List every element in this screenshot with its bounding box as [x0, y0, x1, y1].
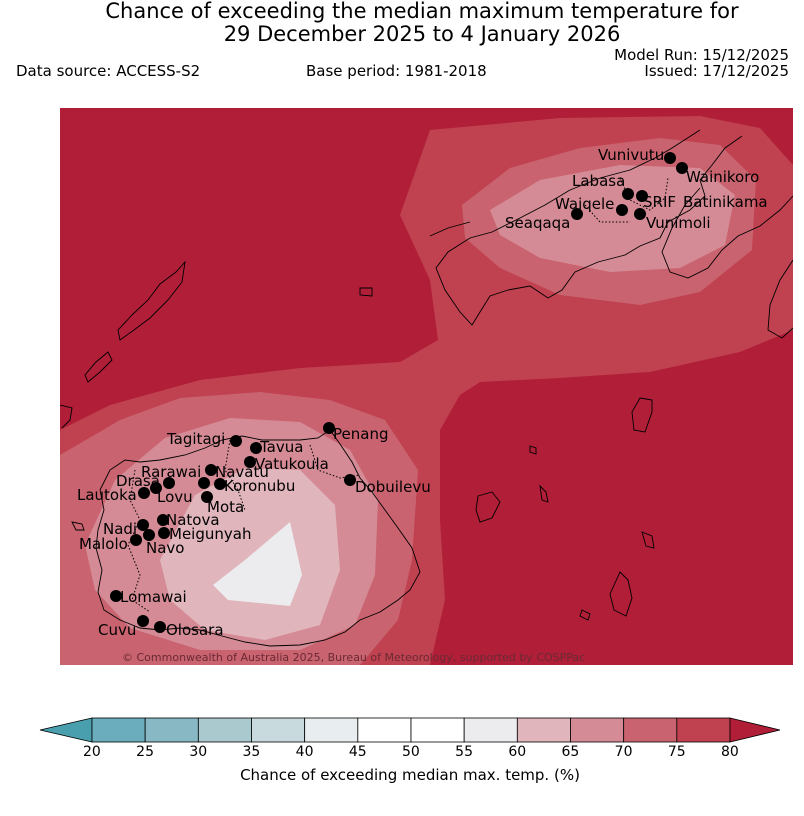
contour-55-60-south — [160, 468, 340, 640]
base-period: Base period: 1981-2018 — [306, 62, 487, 80]
station-dot-waiqele[interactable] — [616, 204, 628, 216]
station-dot-seaqaqa[interactable] — [571, 208, 583, 220]
data-source: Data source: ACCESS-S2 — [16, 62, 201, 80]
station-label: Vunivutu — [598, 146, 664, 164]
station-label: Meigunyah — [169, 525, 251, 543]
contour-45-55-core — [213, 522, 302, 606]
coastlines — [60, 129, 793, 647]
station-label: Dobuilevu — [355, 478, 431, 496]
station-dot-nadi[interactable] — [137, 519, 149, 531]
colorbar-segment — [676, 717, 731, 743]
station-label: Koronubu — [224, 477, 295, 495]
station-dot-dobuilevu[interactable] — [344, 474, 356, 486]
station-label: Mota — [207, 498, 244, 516]
station-label: Batinikama — [683, 193, 768, 211]
station-dot-meigunyah[interactable] — [158, 527, 170, 539]
colorbar-title: Chance of exceeding median max. temp. (%… — [240, 766, 580, 784]
colorbar-segment — [91, 717, 146, 743]
colorbar-under-arrow — [39, 717, 93, 743]
colorbar-segment — [463, 717, 518, 743]
station-labels: Vunivutu Wainikoro Labasa SRIF Batinikam… — [77, 146, 768, 639]
station-dot-navo[interactable] — [143, 529, 155, 541]
colorbar-segment — [623, 717, 678, 743]
station-label: Natova — [166, 511, 220, 529]
station-label: Nadi — [103, 520, 137, 538]
contour-60-65-north — [490, 165, 735, 272]
colorbar-tick-label: 65 — [561, 744, 580, 760]
station-label: Rarawai — [141, 463, 201, 481]
station-dot-malolo[interactable] — [130, 534, 142, 546]
station-dot-vatukoula[interactable] — [244, 456, 256, 468]
station-label: Tavua — [259, 438, 303, 456]
station-label: Lomawai — [120, 588, 187, 606]
colorbar-segment — [516, 717, 571, 743]
station-dot-lovu-a[interactable] — [150, 482, 162, 494]
station-dot-lautoka[interactable] — [138, 487, 150, 499]
station-dot-tagitagi[interactable] — [230, 435, 242, 447]
colorbar-segment — [304, 717, 359, 743]
station-dot-cuvu[interactable] — [137, 615, 149, 627]
station-label: Waiqele — [555, 195, 614, 213]
station-dot-navatu[interactable] — [205, 464, 217, 476]
station-label: Navatu — [215, 463, 269, 481]
colorbar-tick-label: 45 — [348, 744, 367, 760]
station-dot-drasa[interactable] — [163, 477, 175, 489]
station-label: Tagitagi — [166, 430, 225, 448]
colorbar-tick-label: 60 — [508, 744, 527, 760]
station-dot-vunivutu[interactable] — [664, 152, 676, 164]
copyright-notice: © Commonwealth of Australia 2025, Bureau… — [122, 651, 585, 664]
station-dot-srif[interactable] — [636, 190, 648, 202]
station-label: Wainikoro — [686, 168, 759, 186]
colorbar-over-arrow — [729, 717, 781, 743]
station-label: SRIF — [643, 193, 676, 211]
station-label: Penang — [333, 425, 388, 443]
colorbar-segment — [357, 717, 412, 743]
station-label: Drasa — [116, 472, 160, 490]
colorbar-tick-label: 55 — [455, 744, 473, 760]
station-dot-rarawai[interactable] — [198, 477, 210, 489]
station-dot-mota[interactable] — [201, 491, 213, 503]
station-dot-labasa[interactable] — [622, 188, 634, 200]
station-label: Labasa — [572, 172, 625, 190]
station-label: Seaqaqa — [505, 214, 570, 232]
station-label: Malolo — [79, 535, 128, 553]
station-label: Vunimoli — [646, 214, 711, 232]
map-title-line1: Chance of exceeding the median maximum t… — [105, 0, 739, 23]
station-label: Lautoka — [77, 486, 137, 504]
station-label: Navo — [146, 539, 184, 557]
station-label: Lovu — [157, 488, 193, 506]
colorbar-segment — [251, 717, 306, 743]
station-label: Vatukoula — [255, 455, 329, 473]
colorbar-tick-label: 80 — [721, 744, 739, 760]
station-dot-wainikoro[interactable] — [676, 162, 688, 174]
colorbar-tick-label: 70 — [614, 744, 633, 760]
station-dot-vunimoli[interactable] — [634, 208, 646, 220]
forecast-map: Vunivutu Wainikoro Labasa SRIF Batinikam… — [60, 108, 793, 665]
station-label: Olosara — [166, 621, 224, 639]
station-dot-natova[interactable] — [157, 514, 169, 526]
station-dot-koronubu[interactable] — [214, 478, 226, 490]
colorbar-tick-label: 20 — [83, 744, 101, 760]
station-dot-tavua[interactable] — [250, 442, 262, 454]
station-dot-lomawai[interactable] — [110, 590, 122, 602]
colorbar-tick-label: 50 — [402, 744, 420, 760]
colorbar-segment — [144, 717, 199, 743]
station-dot-penang[interactable] — [323, 422, 335, 434]
colorbar-segment — [570, 717, 625, 743]
colorbar-tick-label: 35 — [242, 744, 261, 760]
colorbar-segments — [91, 717, 731, 743]
colorbar-segment — [197, 717, 252, 743]
colorbar-tick-label: 25 — [136, 744, 154, 760]
colorbar-tick-label: 75 — [667, 744, 686, 760]
station-dot-olosara[interactable] — [154, 621, 166, 633]
colorbar — [39, 717, 781, 743]
model-run: Model Run: 15/12/2025 — [614, 46, 789, 64]
map-title-line2: 29 December 2025 to 4 January 2026 — [223, 22, 621, 46]
colorbar-segment — [410, 717, 465, 743]
issued-date: Issued: 17/12/2025 — [644, 62, 789, 80]
station-markers — [110, 152, 688, 633]
colorbar-tick-label: 40 — [295, 744, 314, 760]
station-label: Cuvu — [98, 621, 136, 639]
colorbar-tick-label: 30 — [189, 744, 208, 760]
